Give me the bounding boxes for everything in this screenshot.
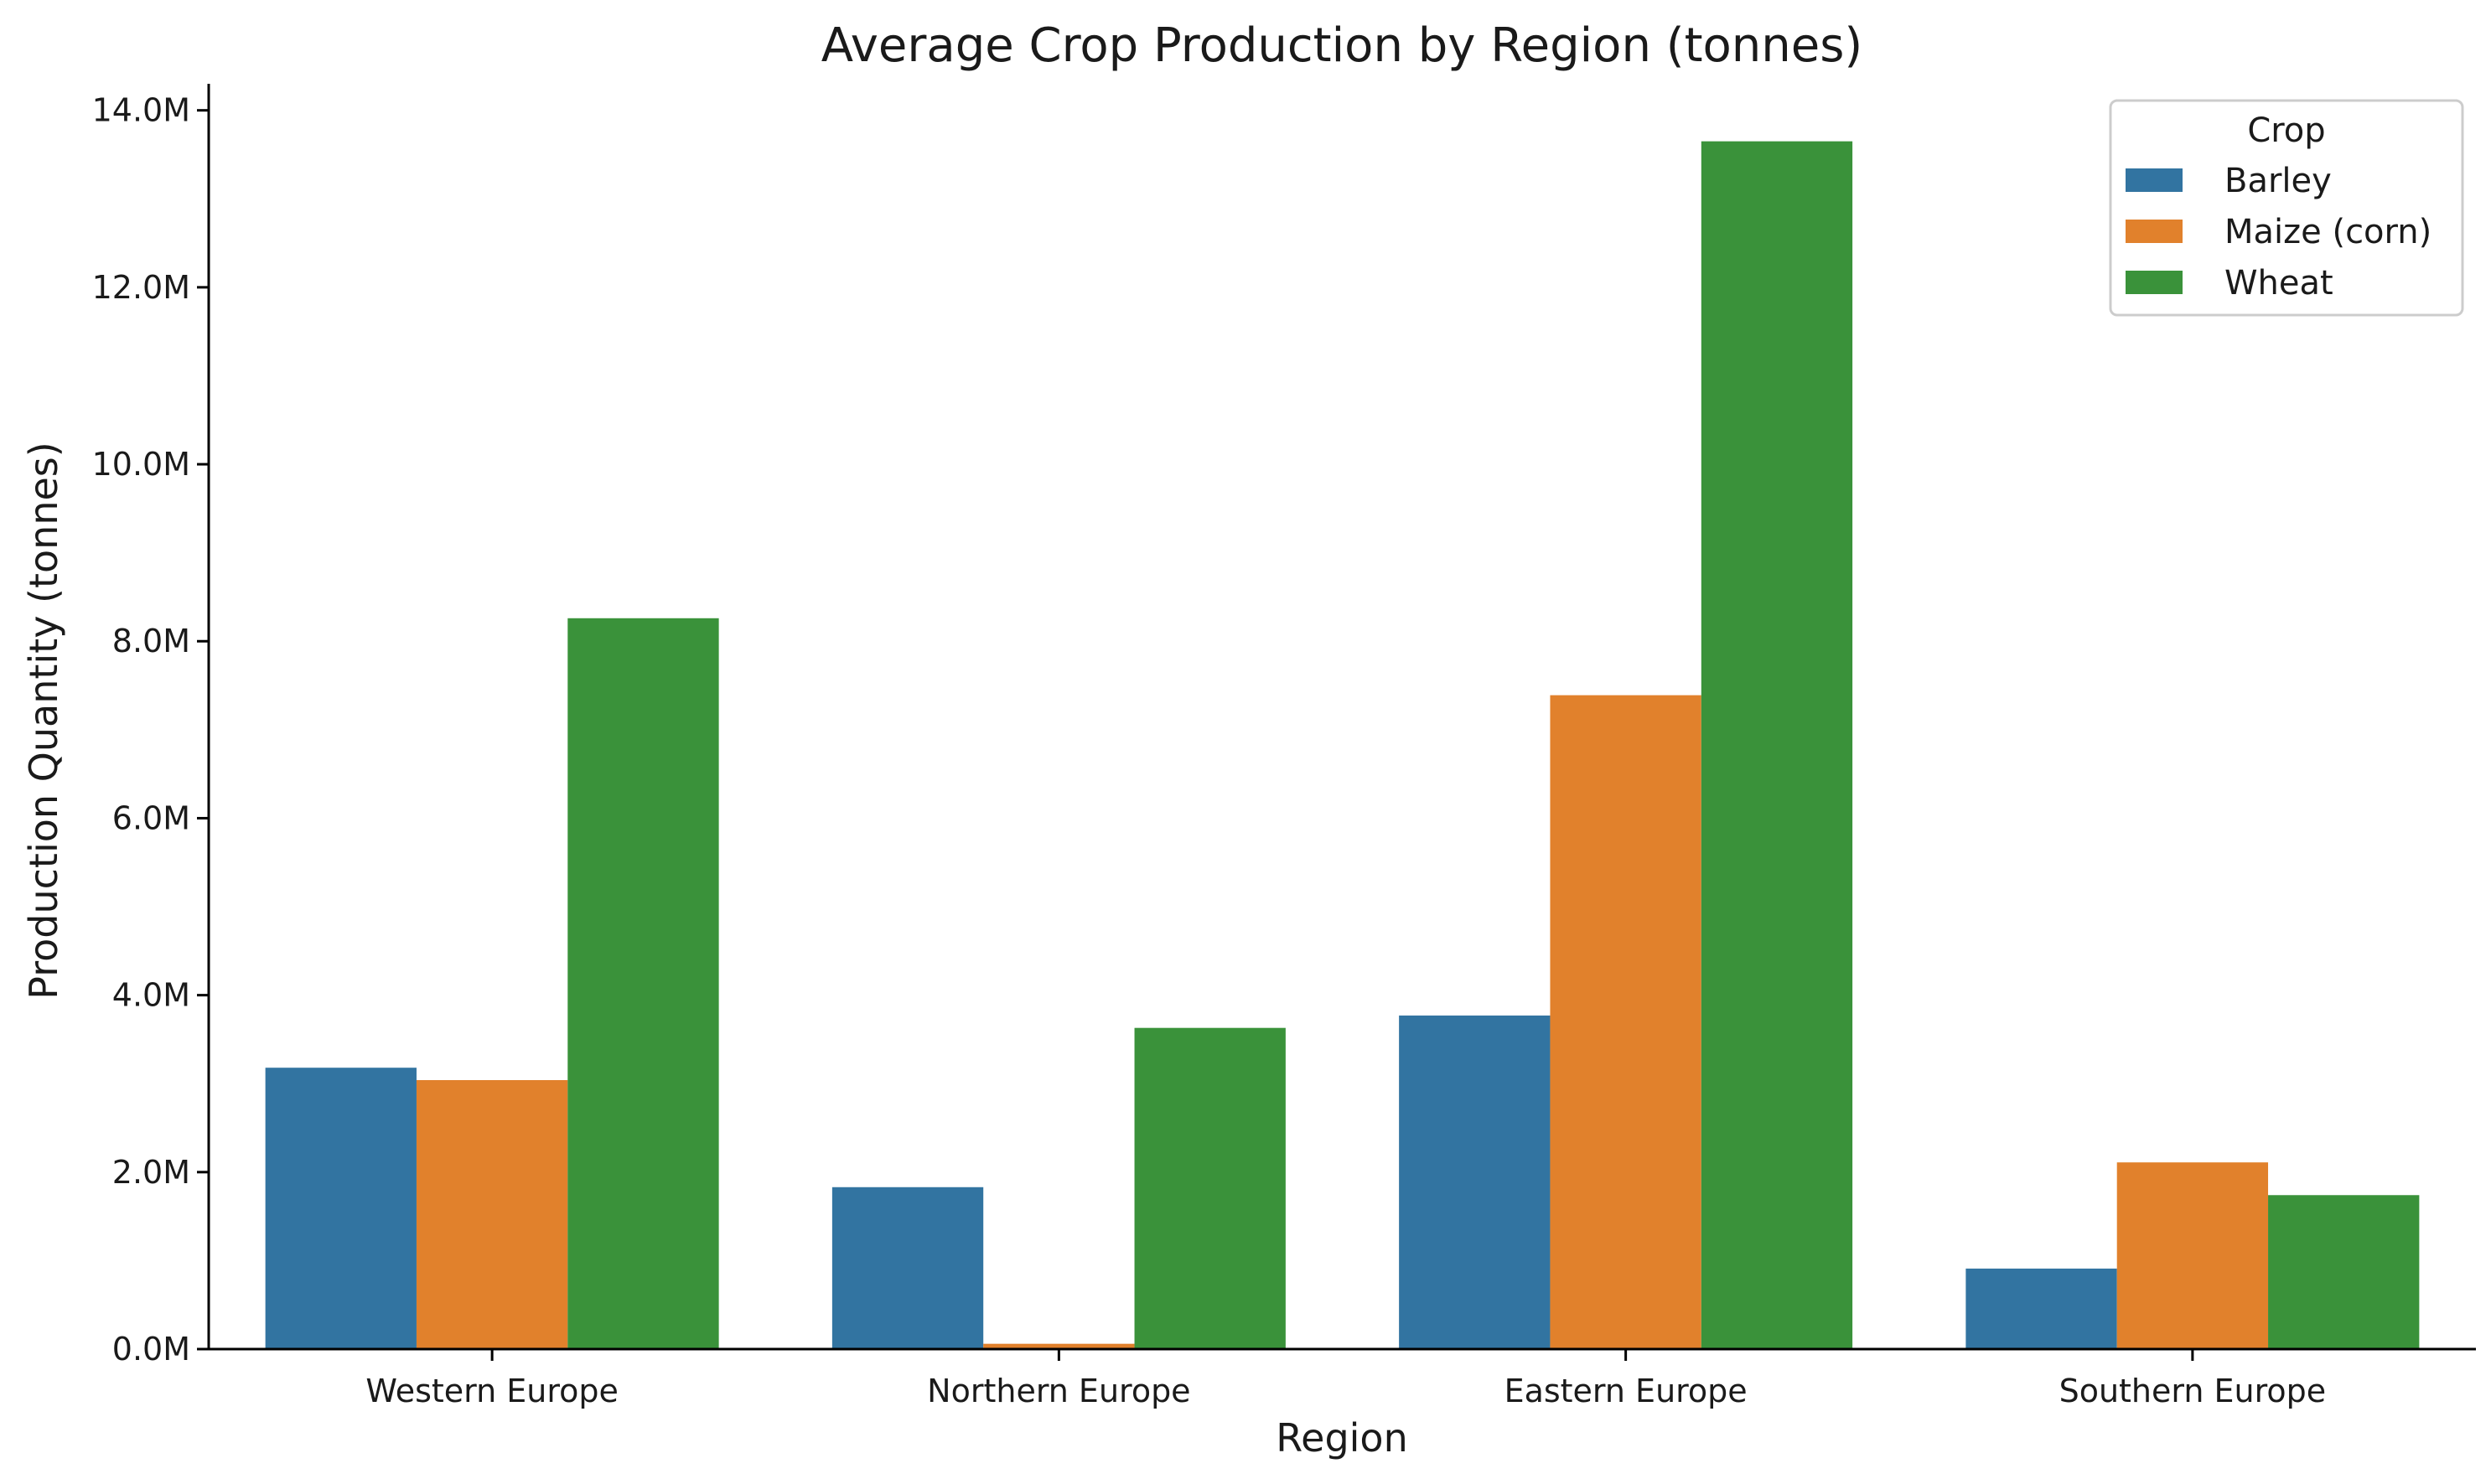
y-tick-label: 6.0M [112, 799, 190, 836]
y-axis-ticks: 0.0M 2.0M 4.0M 6.0M 8.0M 10.0M 12.0M 14.0M [92, 92, 209, 1368]
y-tick-label: 2.0M [112, 1154, 190, 1191]
bar-barley-eastern-europe [1399, 1015, 1551, 1349]
legend-label-wheat: Wheat [2224, 264, 2333, 302]
bar-barley-western-europe [265, 1068, 417, 1349]
y-tick-label: 4.0M [112, 977, 190, 1014]
legend-swatch-barley [2126, 168, 2183, 192]
x-tick-label: Southern Europe [2059, 1373, 2327, 1409]
bar-maize-corn-eastern-europe [1550, 695, 1701, 1349]
legend-swatch-wheat [2126, 271, 2183, 294]
x-tick-label: Eastern Europe [1504, 1373, 1748, 1409]
bar-maize-corn-southern-europe [2116, 1162, 2269, 1349]
y-tick-label: 10.0M [92, 446, 190, 483]
bar-maize-corn-western-europe [416, 1079, 568, 1349]
x-axis-ticks: Western Europe Northern Europe Eastern Eur… [365, 1349, 2326, 1409]
legend-label-barley: Barley [2224, 162, 2332, 200]
bar-barley-northern-europe [831, 1187, 984, 1349]
y-tick-label: 12.0M [92, 269, 190, 306]
x-tick-label: Western Europe [365, 1373, 619, 1409]
y-axis-label: Production Quantity (tonnes) [21, 442, 66, 999]
y-tick-label: 0.0M [112, 1331, 190, 1368]
legend-title: Crop [2247, 111, 2325, 150]
legend-swatch-maize-corn [2126, 220, 2183, 243]
legend-label-maize-corn: Maize (corn) [2224, 213, 2431, 251]
bar-maize-corn-northern-europe [983, 1343, 1135, 1349]
bars-group [265, 141, 2420, 1350]
y-tick-label: 14.0M [92, 92, 190, 129]
legend: Crop Barley Maize (corn) Wheat [2109, 99, 2464, 317]
bar-wheat-eastern-europe [1701, 141, 1853, 1350]
bar-wheat-northern-europe [1134, 1027, 1286, 1349]
chart-title: Average Crop Production by Region (tonne… [821, 18, 1863, 73]
bar-barley-southern-europe [1965, 1268, 2117, 1349]
legend-box [2109, 99, 2464, 317]
x-axis-label: Region [1276, 1415, 1407, 1461]
x-tick-label: Northern Europe [927, 1373, 1190, 1409]
legend-items: Barley Maize (corn) Wheat [2126, 162, 2431, 302]
bar-wheat-western-europe [567, 618, 719, 1349]
bar-wheat-southern-europe [2268, 1195, 2420, 1349]
y-tick-label: 8.0M [112, 623, 190, 659]
